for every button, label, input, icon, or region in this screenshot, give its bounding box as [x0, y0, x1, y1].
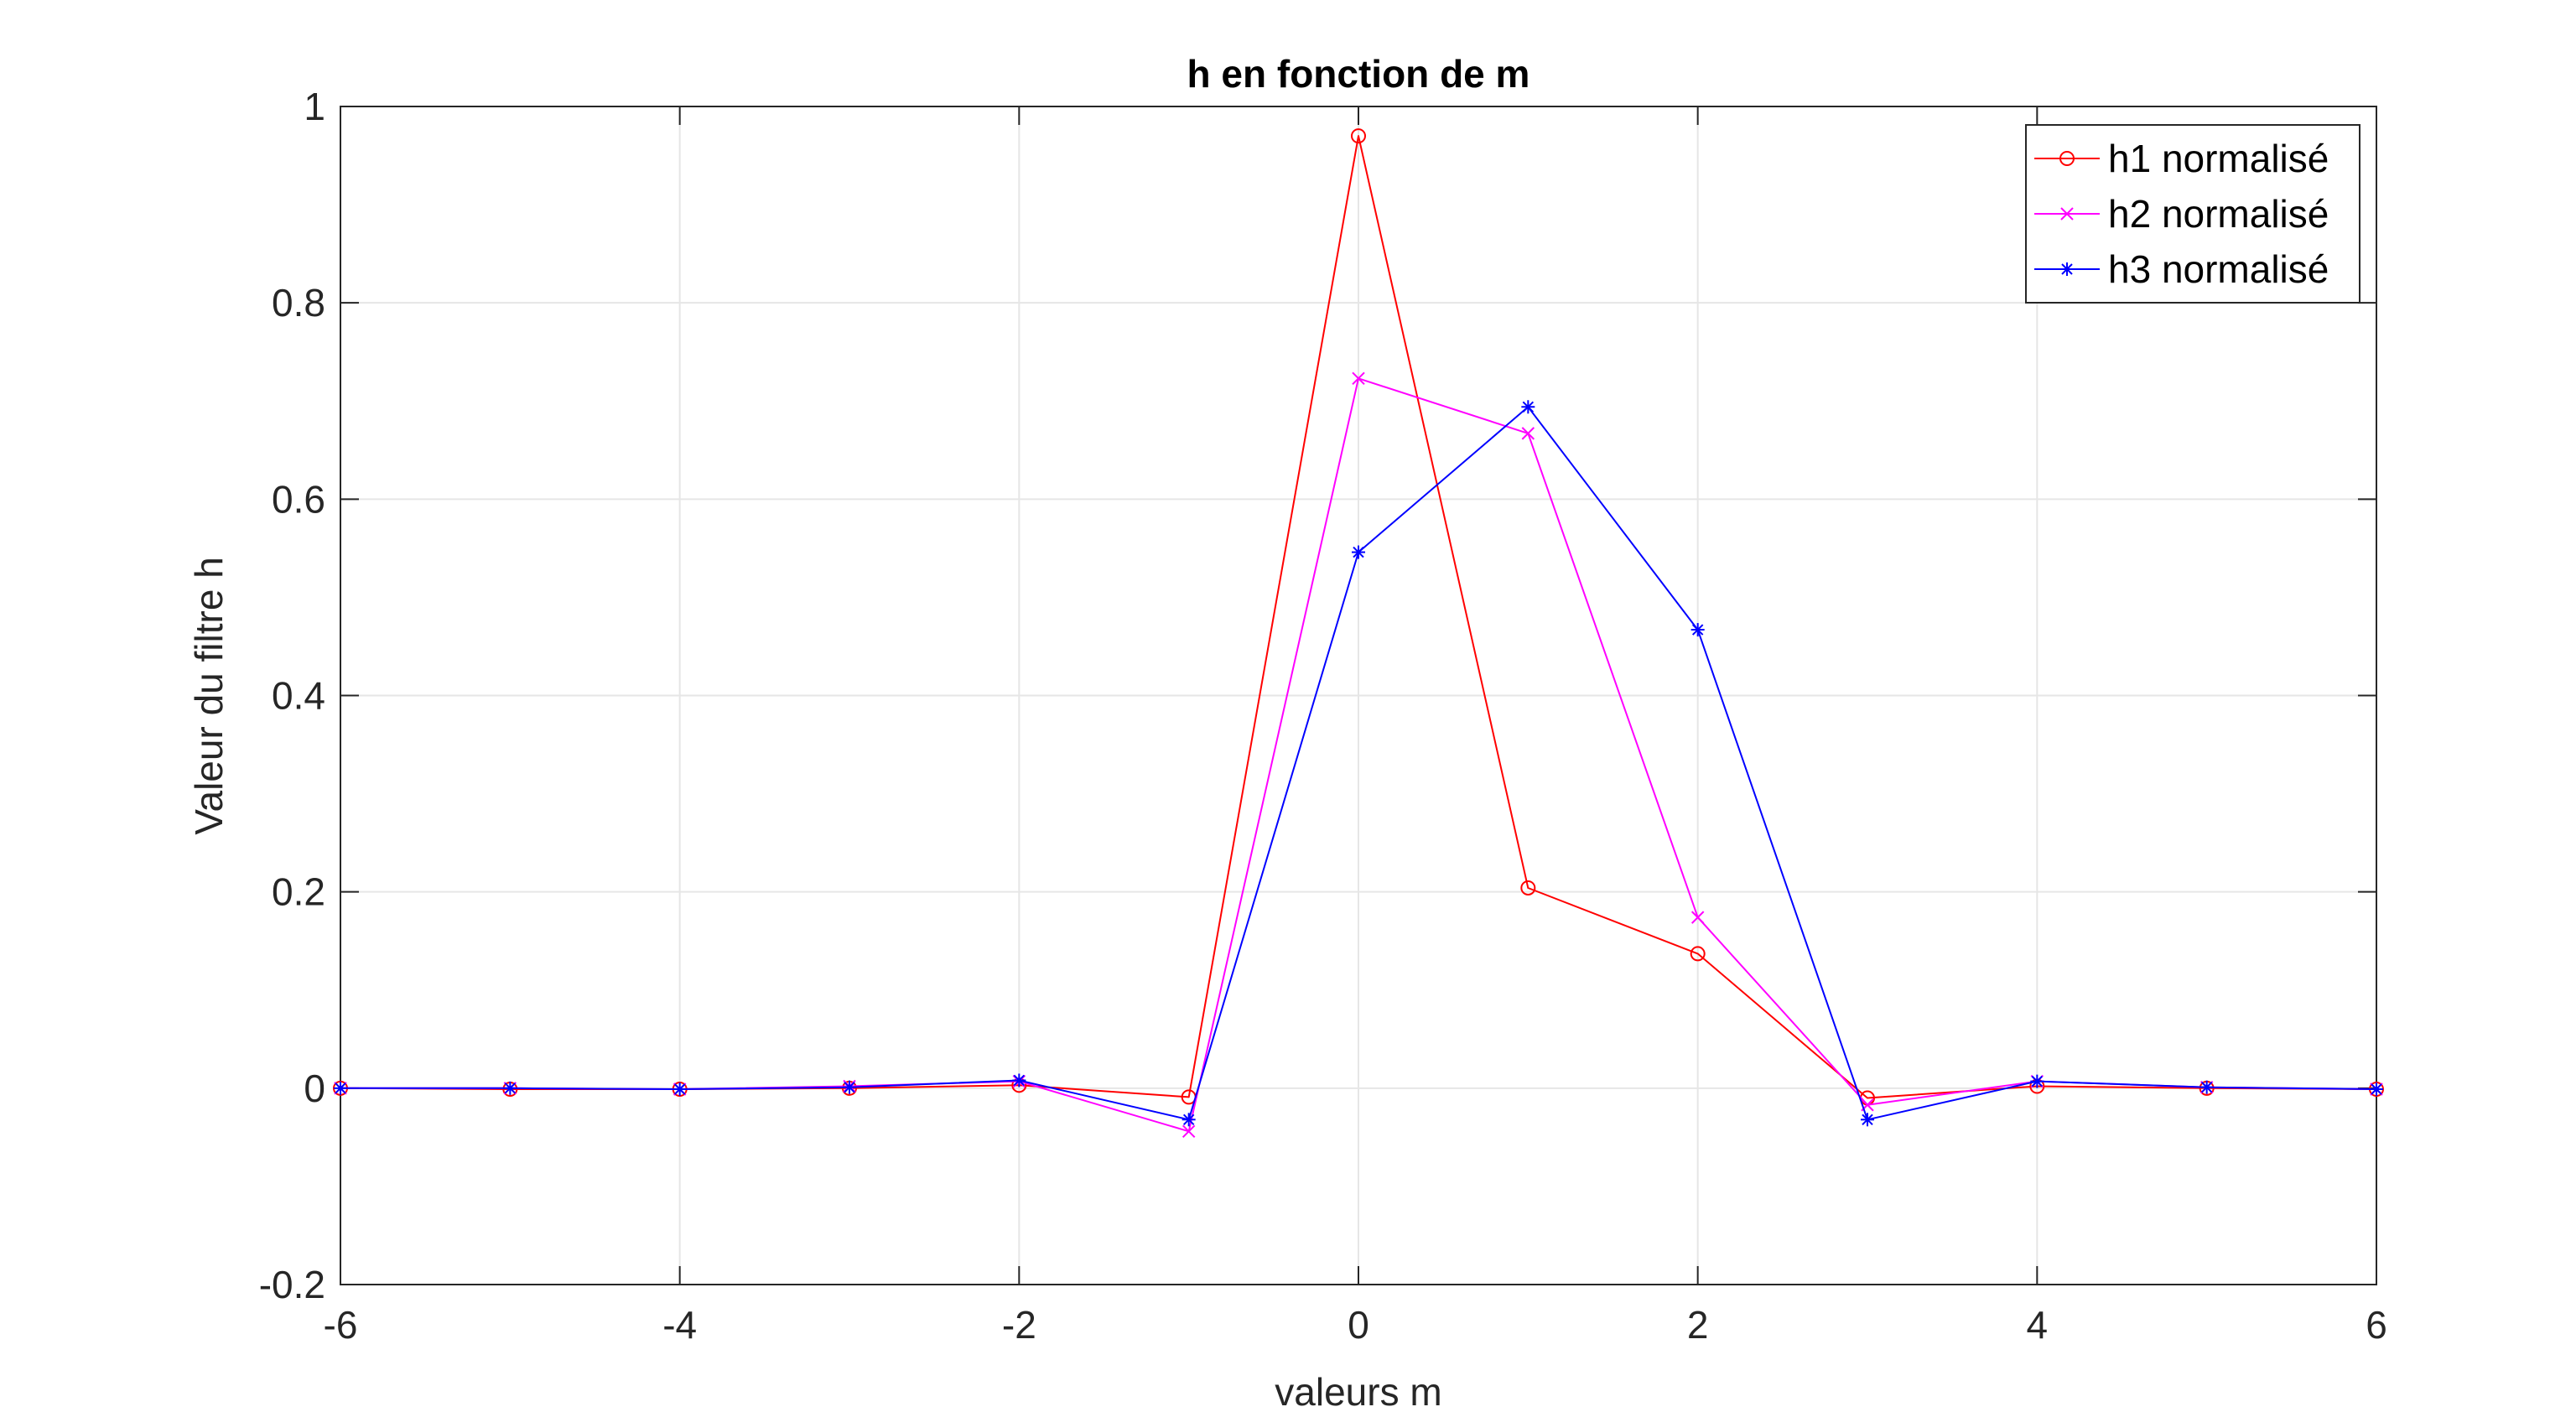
chart-title: h en fonction de m: [1187, 52, 1530, 96]
legend-marker: [2060, 262, 2074, 276]
y-tick-label: 0.8: [272, 281, 325, 324]
legend-label: h3 normalisé: [2108, 247, 2329, 291]
y-tick-label: 0.6: [272, 477, 325, 521]
series-3-point: [1861, 1113, 1874, 1127]
series-3-point: [2370, 1082, 2383, 1097]
y-axis-label: Valeur du filtre h: [187, 557, 231, 835]
y-tick-label: 0: [304, 1067, 325, 1110]
legend-marker: [2059, 151, 2075, 166]
series-3-point: [2199, 1080, 2214, 1094]
series-3-point: [1012, 1073, 1026, 1088]
legend-item: h2 normalisé: [2034, 192, 2329, 236]
series-3-point: [1182, 1113, 1196, 1127]
legend-marker: [2060, 207, 2074, 221]
y-tick-label: -0.2: [259, 1263, 325, 1306]
y-tick-label: 0.2: [272, 870, 325, 914]
series-3: [334, 400, 2383, 1127]
series-3-point: [503, 1081, 517, 1095]
legend-item: h1 normalisé: [2034, 137, 2329, 180]
series-3-point: [1690, 623, 1705, 637]
series-2-point: [1182, 1124, 1196, 1139]
y-tick-label: 1: [304, 85, 325, 128]
x-tick-label: 6: [2366, 1303, 2387, 1347]
series-3-point: [673, 1082, 687, 1097]
x-tick-label: 2: [1687, 1303, 1709, 1347]
series-3-point: [334, 1081, 347, 1095]
x-axis-label: valeurs m: [1275, 1370, 1441, 1412]
x-tick-label: 0: [1348, 1303, 1369, 1347]
y-tick-label: 0.4: [272, 674, 325, 718]
series-2-point: [1521, 427, 1535, 440]
axis-ticks: -6 -4 -2 0 2 4 6 -0.2 0 0.2 0.4 0.6 0.8 1: [259, 85, 2387, 1347]
series-1-point: [1520, 880, 1536, 895]
series-3-point: [843, 1080, 856, 1094]
legend-label: h2 normalisé: [2108, 192, 2329, 236]
legend: h1 normalisé h2 normalisé h3 normalisé: [2025, 124, 2360, 304]
series-3-point: [1521, 400, 1535, 414]
x-tick-label: -2: [1002, 1303, 1036, 1347]
series-3-point: [1352, 545, 1365, 559]
series-1-point: [1351, 128, 1366, 144]
legend-label: h1 normalisé: [2108, 137, 2329, 180]
x-tick-label: -6: [324, 1303, 358, 1347]
x-tick-label: -4: [662, 1303, 697, 1347]
series-layer: [333, 128, 2384, 1139]
series-3-point: [2030, 1074, 2044, 1088]
series-1-point: [1690, 946, 1706, 962]
legend-item: h3 normalisé: [2034, 247, 2329, 291]
series-2-point: [1352, 371, 1365, 386]
x-tick-label: 4: [2027, 1303, 2049, 1347]
series-2-point: [1690, 911, 1705, 924]
legend-box: [2025, 124, 2360, 304]
